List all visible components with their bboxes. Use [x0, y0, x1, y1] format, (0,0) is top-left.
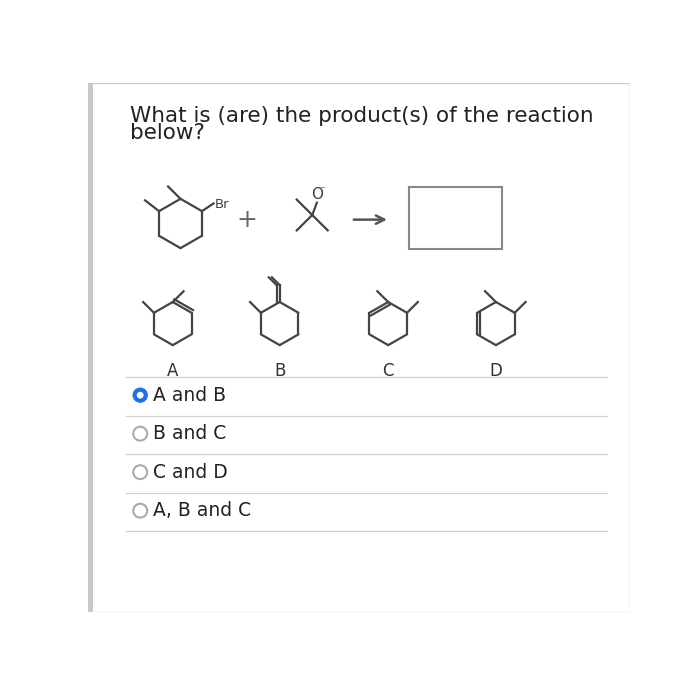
Text: C: C [382, 362, 394, 380]
Circle shape [133, 504, 147, 517]
Text: ⁻: ⁻ [319, 185, 326, 195]
Text: D: D [489, 362, 503, 380]
Bar [88, 83, 93, 612]
Text: B: B [274, 362, 286, 380]
Circle shape [133, 427, 147, 440]
Text: C and D: C and D [153, 463, 228, 482]
Text: A, B and C: A, B and C [153, 501, 251, 520]
Text: What is (are) the product(s) of the reaction: What is (are) the product(s) of the reac… [130, 107, 594, 127]
Text: A: A [167, 362, 178, 380]
Text: +: + [236, 208, 257, 232]
Text: A and B: A and B [153, 386, 227, 405]
Text: below?: below? [130, 122, 205, 142]
Text: O: O [311, 186, 323, 202]
Text: Br: Br [215, 197, 230, 211]
Circle shape [133, 388, 147, 402]
Circle shape [137, 392, 143, 398]
Text: B and C: B and C [153, 424, 227, 443]
Circle shape [133, 465, 147, 479]
Bar [409, 187, 502, 249]
